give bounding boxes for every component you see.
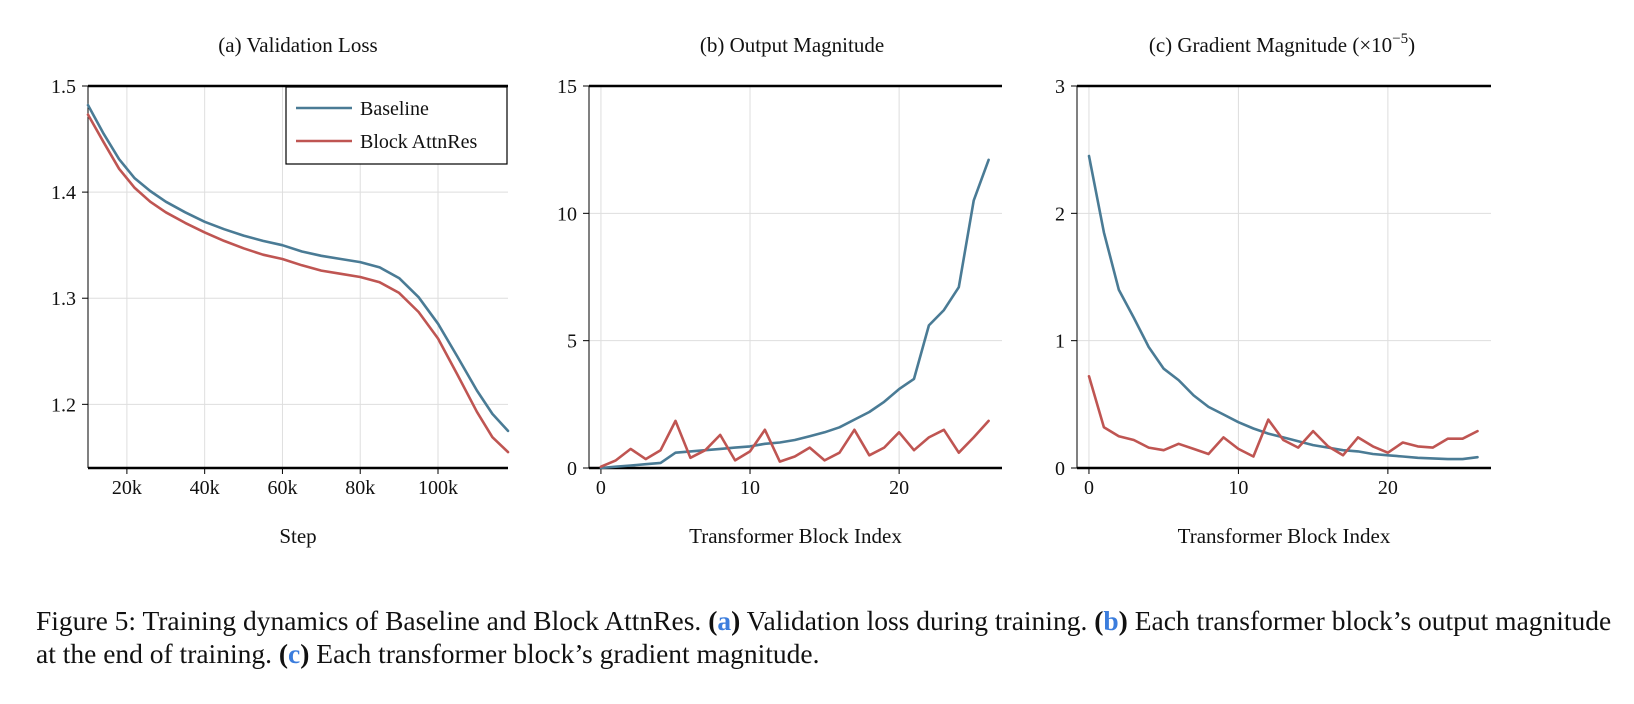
x-tick-label: 20 [1378,477,1398,499]
caption-text-a: Validation loss during training. [740,605,1095,636]
caption-paren: ( [278,638,289,669]
caption-paren: ) [1118,605,1128,636]
y-tick-label: 15 [557,76,577,98]
caption-link-a[interactable]: a [717,605,732,636]
x-tick-label: 10 [740,477,760,499]
chart-title: (a) Validation Loss [218,33,377,57]
x-axis-label: Transformer Block Index [689,524,902,548]
y-tick-label: 1.4 [51,182,76,204]
caption-paren: ( [1094,605,1104,636]
chart-panel-1: 20k 40k 60k 80k 100k 1.2 1.3 1.4 1.5 (a) Validati… [51,33,510,548]
y-tick-label: 1.3 [51,288,76,310]
y-tick-label: 2 [1055,203,1065,225]
chart-title: (b) Output Magnitude [700,33,884,57]
caption-text-c: Each transformer block’s gradient magnit… [309,638,820,669]
title-suffix: ) [1408,33,1415,57]
x-tick-label: 60k [267,477,297,499]
figure-5: 20k 40k 60k 80k 100k 1.2 1.3 1.4 1.5 (a) Validati… [51,31,1491,548]
y-tick-label: 10 [557,203,577,225]
y-tick-label: 0 [567,458,577,480]
x-tick-label: 10 [1228,477,1248,499]
y-tick-label: 1.2 [51,394,76,416]
legend-entry: Block AttnRes [360,131,477,153]
series-line-baseline [86,103,510,433]
y-tick-label: 5 [567,331,577,353]
caption-link-c[interactable]: c [288,638,301,669]
legend: Baseline Block AttnRes [285,86,508,165]
x-tick-label: 100k [418,477,458,499]
legend-entry: Baseline [360,98,429,120]
x-tick-label: 0 [1084,477,1094,499]
series-line-baseline [599,158,990,470]
caption-paren: ) [731,605,741,636]
title-exponent: −5 [1392,31,1408,47]
series-line-block-attnres [599,419,990,469]
x-tick-label: 80k [345,477,375,499]
chart-panel-3: 0 10 20 0 1 2 3 (c) Gradient Magnitude (×10−5) T… [1055,31,1491,548]
caption-paren: ) [300,638,310,669]
chart-panel-2: 0 10 20 0 5 10 15 (b) Output Magnitude Transform… [557,33,1002,548]
y-tick-label: 0 [1055,458,1065,480]
caption-prefix: Figure 5: Training dynamics of Baseline … [36,605,709,636]
x-tick-label: 20k [112,477,142,499]
caption-paren: ( [708,605,718,636]
figure-caption: Figure 5: Training dynamics of Baseline … [36,604,1616,670]
x-tick-label: 20 [889,477,909,499]
caption-link-b[interactable]: b [1103,605,1119,636]
series-line-block-attnres [1087,374,1479,458]
y-tick-label: 3 [1055,76,1065,98]
chart-title: (c) Gradient Magnitude (×10−5) [1149,31,1415,57]
y-tick-label: 1 [1055,331,1065,353]
x-axis-label: Transformer Block Index [1178,524,1391,548]
caption-text-b: Each transformer block’s output magnitud… [36,605,1612,669]
x-tick-label: 0 [596,477,606,499]
legend-box [285,86,508,165]
series-line-baseline [1087,154,1479,461]
x-axis-label: Step [279,524,316,548]
y-tick-label: 1.5 [51,76,76,98]
series-line-block-attnres [86,113,510,454]
x-tick-label: 40k [190,477,220,499]
